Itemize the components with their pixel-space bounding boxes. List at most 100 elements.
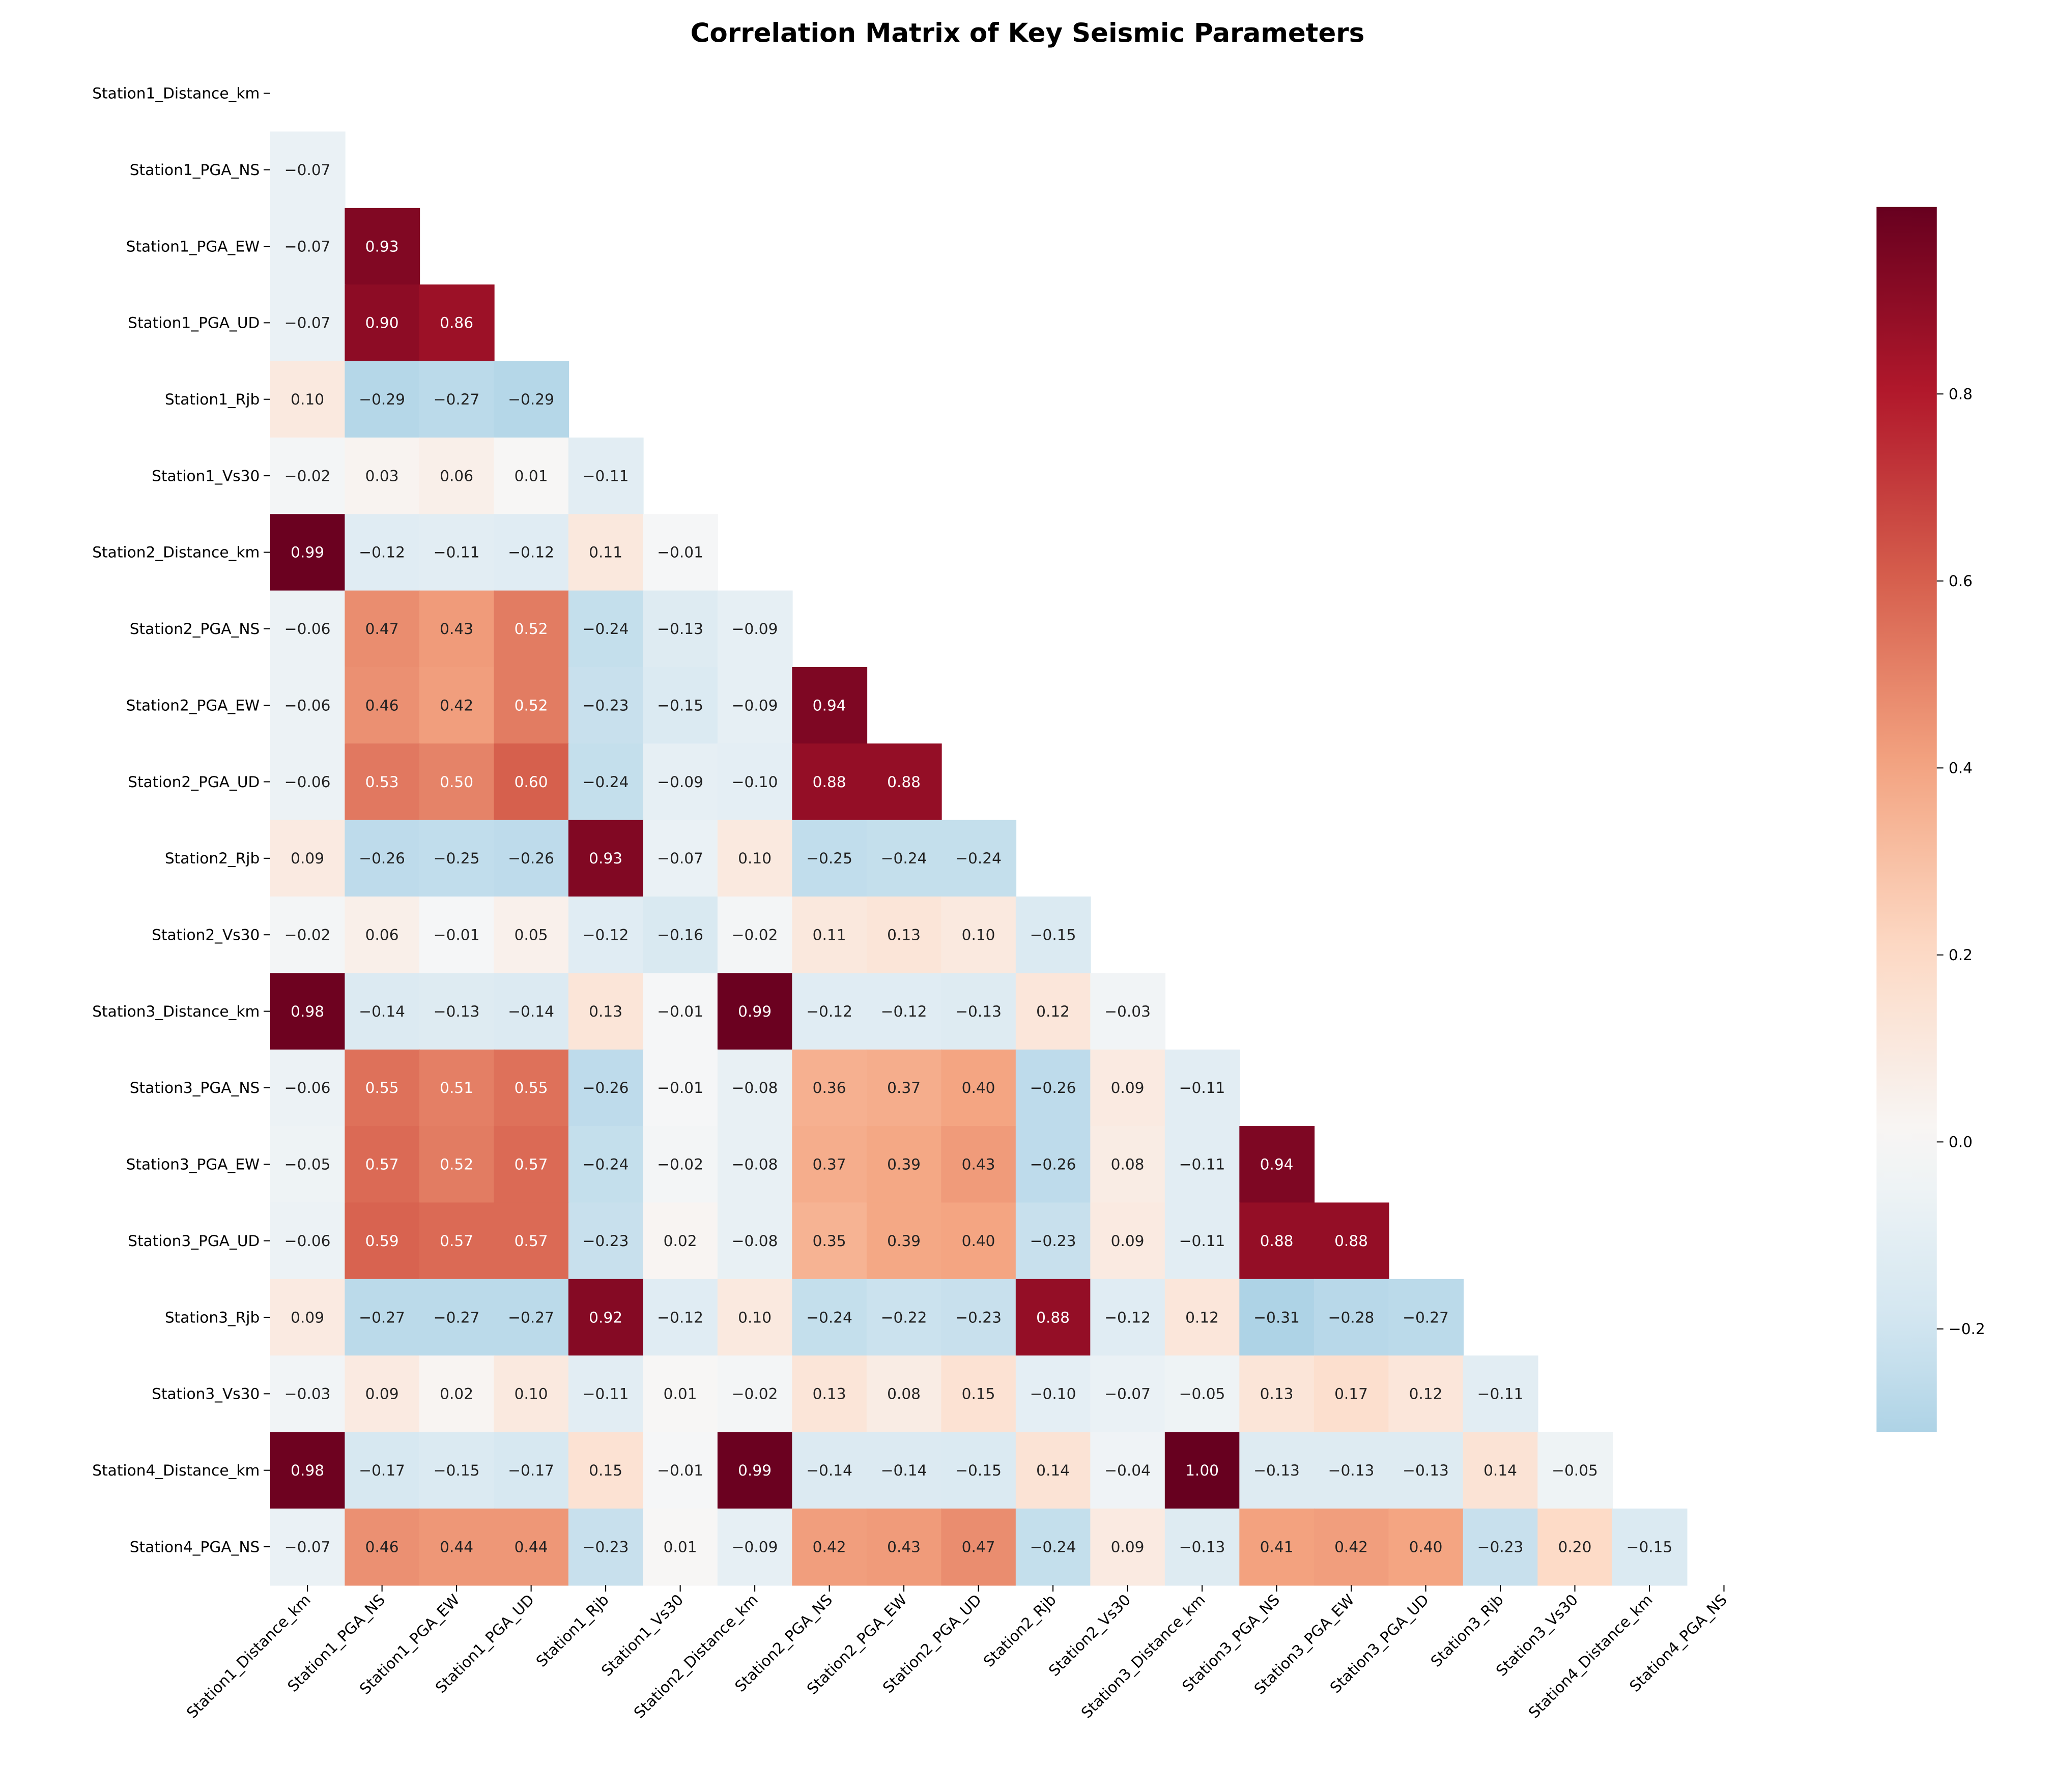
heatmap-cell [270, 590, 346, 668]
heatmap-cell [345, 514, 420, 591]
cell-value-label: −0.24 [583, 773, 629, 791]
heatmap-cell [643, 1279, 719, 1356]
cell-value-label: 0.88 [1334, 1232, 1368, 1250]
heatmap-cell [941, 1126, 1017, 1203]
cell-value-label: 0.10 [515, 1385, 548, 1403]
heatmap-cell [568, 590, 644, 668]
heatmap-cell [345, 1049, 420, 1127]
heatmap-cell [941, 820, 1017, 898]
colorbar-tick-label: 0.2 [1949, 946, 1973, 964]
heatmap-cell [1463, 1508, 1538, 1586]
y-tick-label: Station3_Rjb [165, 1309, 260, 1326]
cell-value-label: 0.41 [1260, 1538, 1294, 1555]
heatmap-cell [717, 743, 793, 821]
cell-value-label: 0.42 [1334, 1538, 1368, 1555]
cell-value-label: 0.57 [440, 1232, 473, 1250]
cell-value-label: 0.88 [1036, 1309, 1070, 1326]
heatmap-cell [792, 667, 868, 744]
heatmap-cell [345, 1432, 420, 1510]
heatmap-cell [792, 1508, 868, 1586]
heatmap-cell [419, 1126, 495, 1203]
cell-value-label: −0.06 [284, 1232, 331, 1250]
heatmap-cell [866, 973, 942, 1051]
cell-value-label: 0.52 [515, 620, 548, 638]
heatmap-cell [717, 1508, 793, 1586]
heatmap-cell [1314, 1355, 1389, 1433]
cell-value-label: −0.25 [806, 850, 852, 867]
heatmap-cell [419, 1279, 495, 1356]
cell-value-label: −0.26 [583, 1079, 629, 1096]
heatmap-cell [270, 1126, 346, 1203]
cell-value-label: 0.43 [962, 1156, 995, 1173]
cell-value-label: −0.08 [732, 1079, 778, 1096]
heatmap-cell [1164, 1126, 1240, 1203]
heatmap-cell [792, 1049, 868, 1127]
heatmap-cell [643, 514, 719, 591]
heatmap-cell [1388, 1279, 1464, 1356]
heatmap-cell [494, 1355, 569, 1433]
heatmap-cell [1239, 1355, 1315, 1433]
cell-value-label: 0.10 [291, 391, 324, 408]
cell-value-label: 0.10 [738, 1309, 772, 1326]
colorbar-tick-label: 0.6 [1949, 572, 1973, 590]
cell-value-label: −0.03 [1104, 1003, 1151, 1020]
heatmap-cell [941, 1049, 1017, 1127]
cell-value-label: 0.15 [589, 1462, 622, 1479]
cell-value-label: −0.02 [732, 1385, 778, 1403]
heatmap-cell [941, 1355, 1017, 1433]
heatmap-cell [1090, 1508, 1166, 1586]
colorbar-tick-label: 0.4 [1949, 760, 1973, 777]
cell-value-label: 0.52 [515, 697, 548, 714]
heatmap-cell [717, 1279, 793, 1356]
cell-value-label: −0.06 [284, 697, 331, 714]
heatmap-cell [866, 1432, 942, 1510]
heatmap-cell [866, 1279, 942, 1356]
cell-value-label: 0.37 [887, 1079, 921, 1096]
heatmap-cell [1388, 1508, 1464, 1586]
heatmap-cell [494, 743, 569, 821]
heatmap-cell [717, 1355, 793, 1433]
heatmap-cell [1164, 1049, 1240, 1127]
cell-value-label: −0.12 [359, 544, 405, 561]
heatmap-cell [941, 1432, 1017, 1510]
cell-value-label: −0.15 [1030, 927, 1076, 944]
heatmap-cell [494, 667, 569, 744]
y-tick-label: Station1_Distance_km [92, 85, 260, 102]
cell-value-label: −0.02 [284, 927, 331, 944]
cell-value-label: 0.13 [589, 1003, 622, 1020]
heatmap-cell [792, 1355, 868, 1433]
heatmap-cell [494, 1279, 569, 1356]
cell-value-label: 0.13 [887, 927, 921, 944]
heatmap-cell [1090, 1432, 1166, 1510]
cell-value-label: 0.93 [365, 238, 399, 255]
cell-value-label: −0.11 [434, 544, 480, 561]
cell-value-label: 0.09 [1111, 1538, 1145, 1555]
heatmap-cell [643, 973, 719, 1051]
cell-value-label: 0.15 [962, 1385, 995, 1403]
heatmap-cell [941, 897, 1017, 974]
heatmap-cell [1537, 1432, 1613, 1510]
cell-value-label: 0.01 [515, 467, 548, 484]
heatmap-cell [345, 743, 420, 821]
cell-value-label: −0.13 [1253, 1462, 1300, 1479]
heatmap-cell [1164, 1355, 1240, 1433]
colorbar: −0.2 0.0 0.2 0.4 0.6 0.8 [1876, 207, 1985, 1432]
heatmap-cell [717, 667, 793, 744]
heatmap-cell [419, 361, 495, 439]
heatmap-cell [270, 208, 346, 285]
cell-value-label: −0.26 [359, 850, 405, 867]
chart-title: Correlation Matrix of Key Seismic Parame… [691, 18, 1365, 48]
cell-value-label: 0.55 [365, 1079, 399, 1096]
cell-value-label: 0.36 [813, 1079, 846, 1096]
x-tick-label: Station3_Distance_km [1078, 1591, 1209, 1722]
cell-value-label: −0.24 [881, 850, 927, 867]
cell-value-label: −0.06 [284, 620, 331, 638]
heatmap-cell [866, 1202, 942, 1280]
cell-value-label: 0.09 [365, 1385, 399, 1403]
cell-value-label: −0.07 [1104, 1385, 1151, 1403]
heatmap-cell [270, 820, 346, 898]
heatmap-cell [1463, 1432, 1538, 1510]
cell-value-label: −0.15 [434, 1462, 480, 1479]
heatmap-cell [1015, 1126, 1091, 1203]
heatmap-cell [270, 743, 346, 821]
